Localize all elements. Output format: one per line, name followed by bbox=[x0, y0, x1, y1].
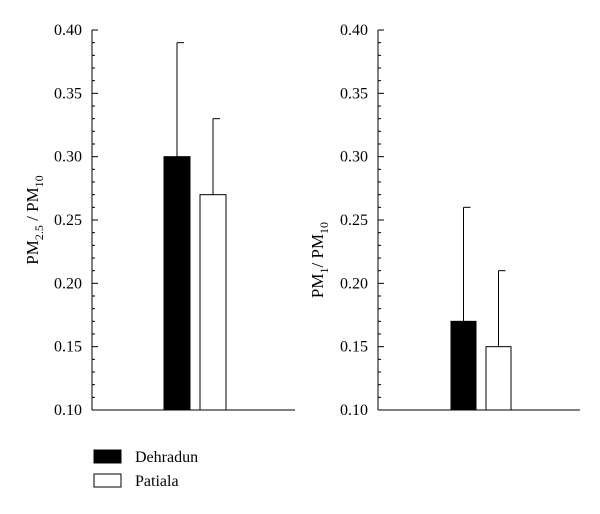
y-tick-label: 0.40 bbox=[54, 22, 82, 39]
y-tick-label: 0.20 bbox=[340, 275, 368, 292]
y-tick-label: 0.10 bbox=[54, 402, 82, 419]
bar-dehradun bbox=[450, 320, 477, 411]
legend: Dehradun Patiala bbox=[93, 449, 198, 490]
y-axis-label: PM2.5 / PM10 bbox=[23, 175, 46, 264]
y-axis-label: PM1/ PM10 bbox=[308, 222, 331, 298]
y-tick-label: 0.30 bbox=[340, 149, 368, 166]
pm25-pm10-chart: PM2.5 / PM10 0.10 0.15 0.20 0.25 0.30 0.35 0.4… bbox=[23, 22, 295, 419]
y-tick-label: 0.25 bbox=[340, 212, 368, 229]
bar-patiala bbox=[485, 346, 512, 411]
y-tick-label: 0.20 bbox=[54, 275, 82, 292]
y-tick-label: 0.35 bbox=[340, 85, 368, 102]
y-tick-label: 0.10 bbox=[340, 402, 368, 419]
pm1-pm10-chart: PM1/ PM10 0.10 0.15 0.20 0.25 0.30 0.35 0.40 bbox=[308, 22, 580, 419]
y-tick-label: 0.30 bbox=[54, 149, 82, 166]
bar-dehradun bbox=[163, 156, 191, 411]
legend-swatch-patiala bbox=[93, 473, 122, 488]
y-tick-label: 0.15 bbox=[54, 339, 82, 356]
y-tick-label: 0.35 bbox=[54, 85, 82, 102]
y-tick-label: 0.15 bbox=[340, 339, 368, 356]
y-tick-label: 0.40 bbox=[340, 22, 368, 39]
legend-label-dehradun: Dehradun bbox=[135, 449, 198, 466]
legend-label-patiala: Patiala bbox=[135, 473, 179, 490]
bar-patiala bbox=[199, 194, 227, 411]
y-tick-label: 0.25 bbox=[54, 212, 82, 229]
legend-swatch-dehradun bbox=[93, 449, 122, 464]
